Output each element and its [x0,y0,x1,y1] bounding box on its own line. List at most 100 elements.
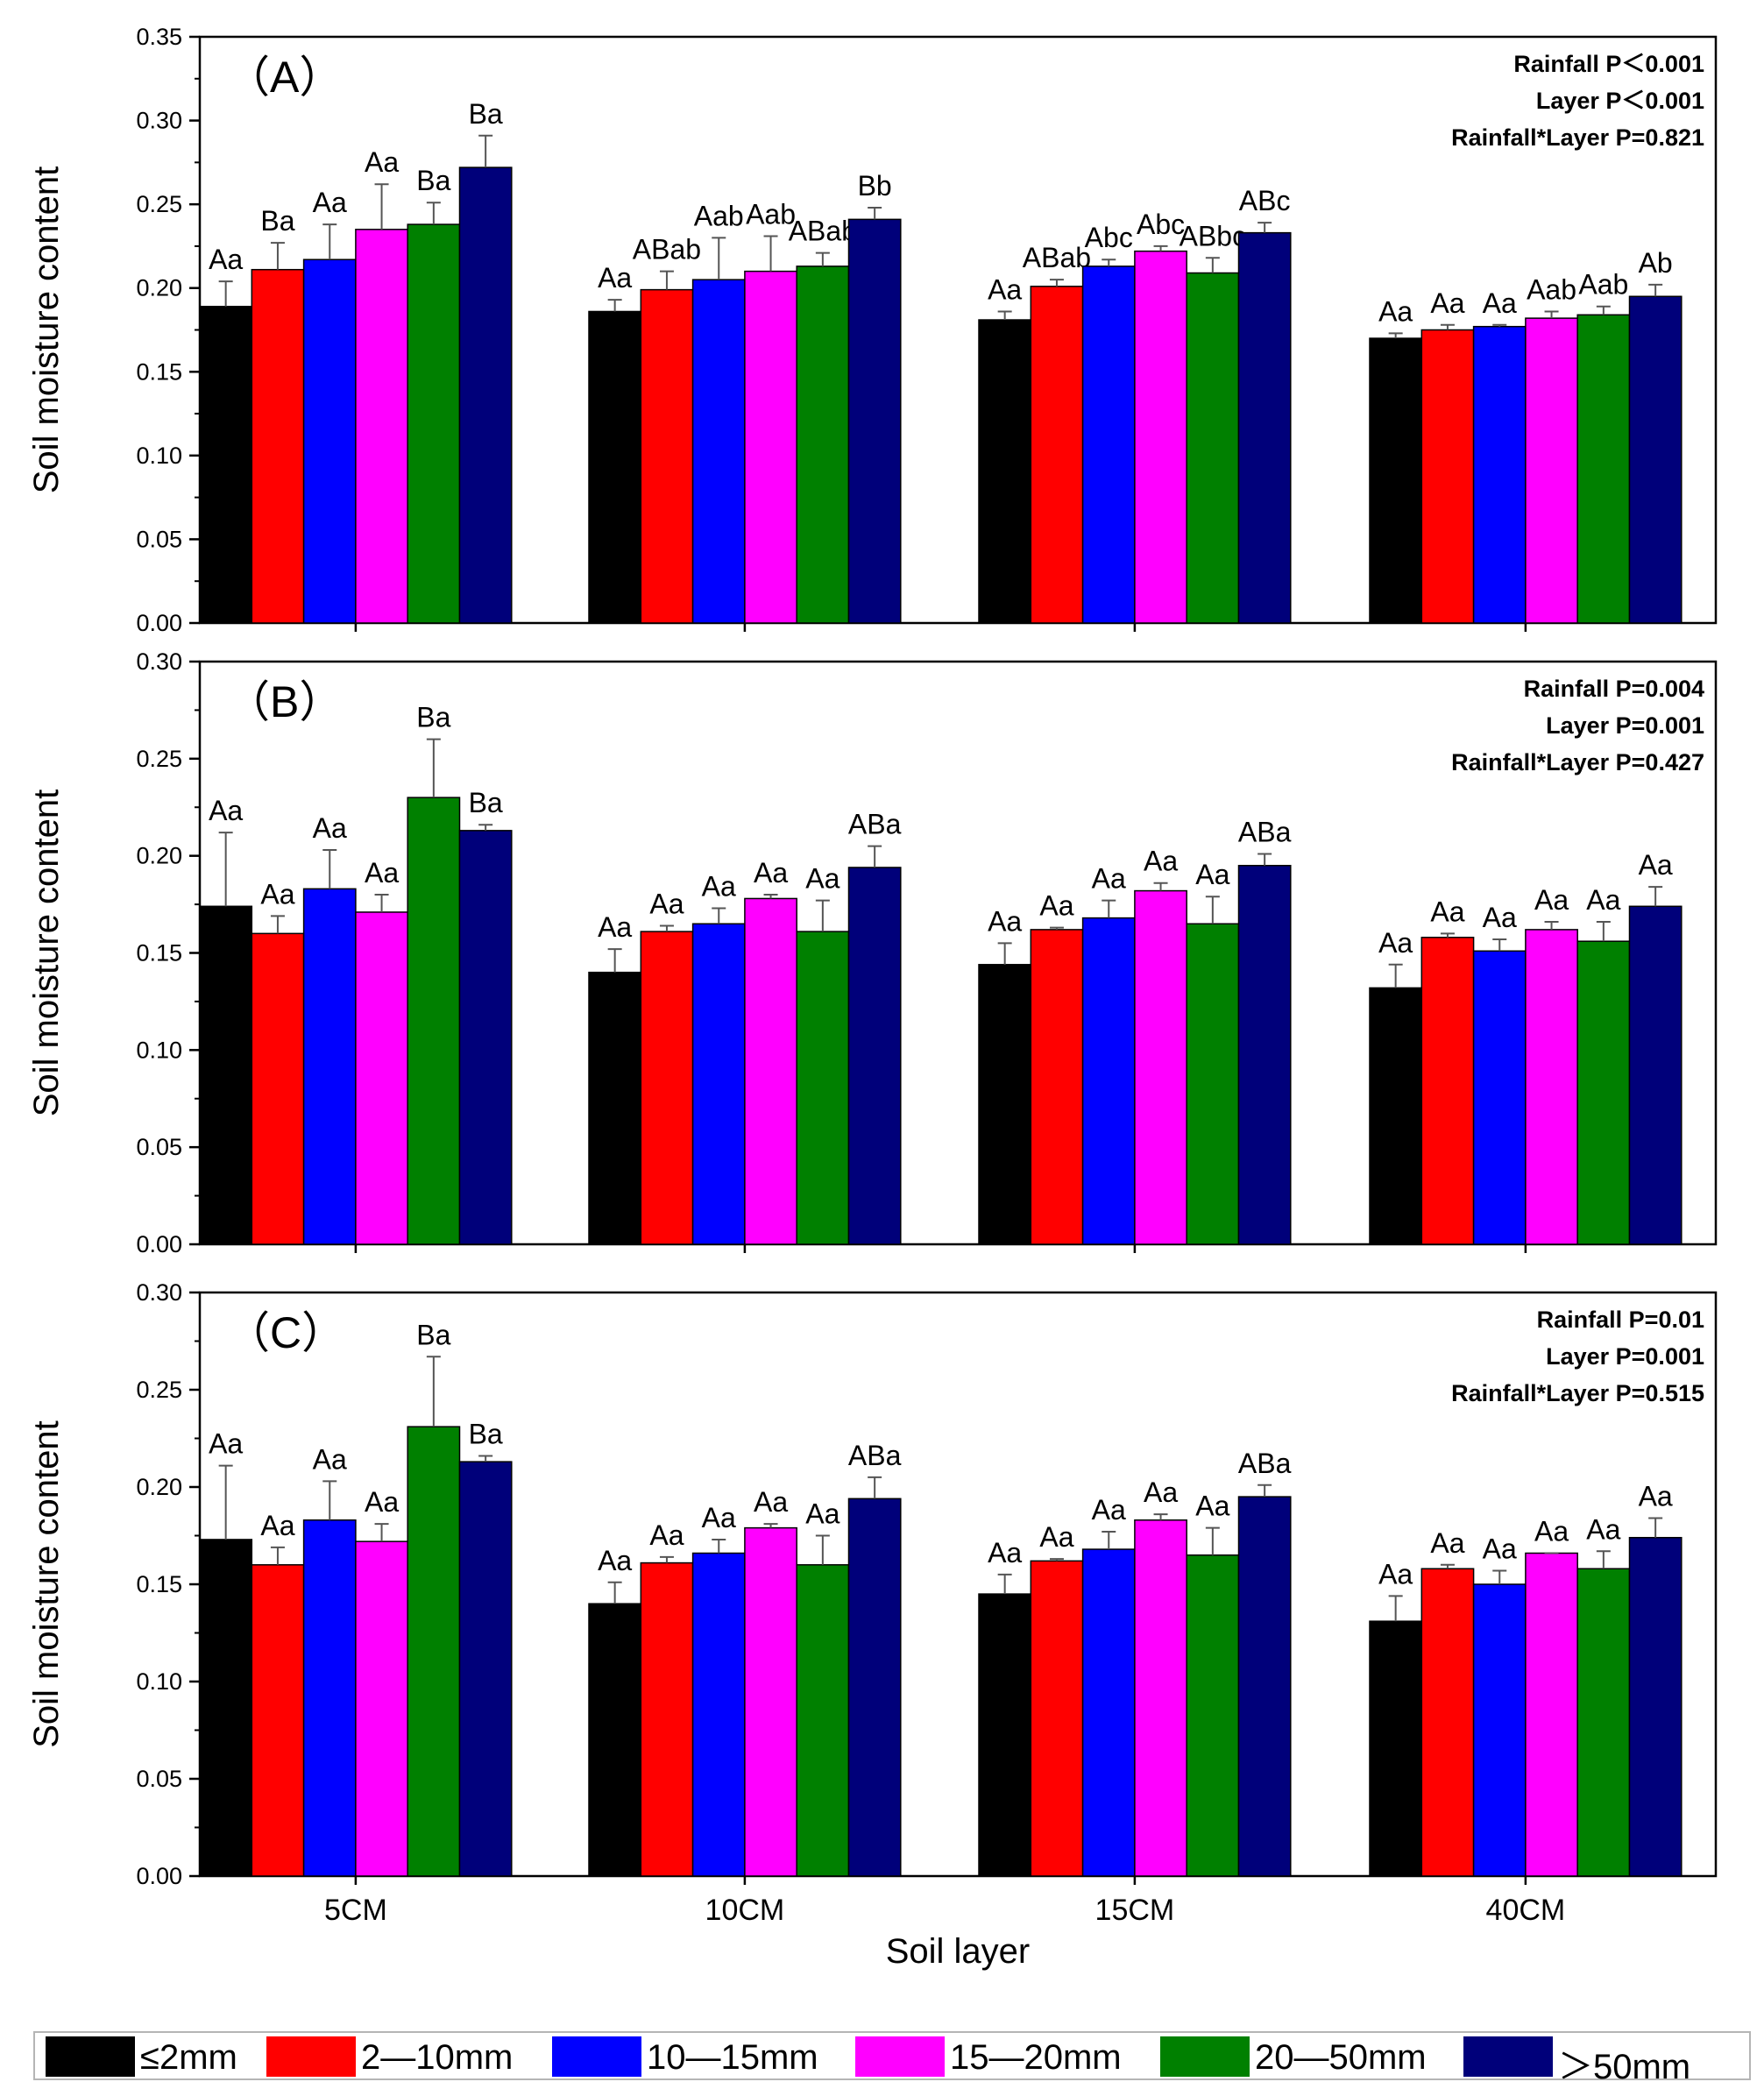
significance-label: Aa [1430,1527,1464,1559]
legend-label: ≤2mm [140,2038,237,2077]
significance-label: Ba [416,165,450,196]
y-tick-label: 0.10 [136,443,182,469]
bar [1576,940,1631,1245]
significance-label: Aa [1144,846,1178,877]
significance-label: Aa [1378,927,1413,959]
stats-annotation: Layer P=0.001 [1546,1343,1704,1370]
y-tick-label: 0.25 [136,191,182,217]
bar [251,932,305,1245]
significance-label: Aa [365,857,399,889]
stats-annotation: Rainfall*Layer P=0.515 [1451,1380,1704,1406]
significance-label: Aa [1586,1513,1620,1545]
bar [588,1603,642,1877]
bar [1030,1560,1084,1877]
significance-label: Aa [365,1486,399,1518]
significance-label: Aa [1092,863,1126,895]
bar [251,1564,305,1877]
bar [1369,1620,1423,1877]
bar [744,270,797,624]
bar [744,1526,797,1877]
significance-label: Aa [702,871,736,903]
bar [1628,905,1683,1245]
significance-label: Ba [260,205,294,237]
bar [691,1552,746,1877]
legend-swatch [46,2036,135,2077]
bar [1081,266,1136,624]
bar [1369,987,1423,1245]
legend-swatch [552,2036,641,2077]
y-tick-label: 0.10 [136,1668,182,1695]
significance-label: Aab [746,198,796,230]
stats-annotation: Layer P＜0.001 [1536,88,1704,114]
bar [847,218,902,624]
panel-label: （A） [226,53,343,102]
bar [355,1540,408,1877]
y-tick-label: 0.00 [136,610,182,636]
x-tick-label: 15CM [1095,1894,1175,1927]
significance-label: Aa [988,273,1022,305]
bar [978,319,1032,624]
y-tick-label: 0.30 [136,1279,182,1306]
bar [355,229,408,624]
significance-label: Aa [1092,1494,1126,1526]
bar [796,266,850,624]
significance-label: Aa [1430,896,1464,927]
significance-label: ABab [633,234,701,266]
x-tick-label: 40CM [1486,1894,1566,1927]
significance-label: ABbc [1180,220,1246,251]
bar [1525,317,1578,624]
y-tick-label: 0.20 [136,275,182,301]
significance-label: ABab [789,216,857,247]
significance-label: Aa [209,244,243,275]
significance-label: Aa [260,878,294,910]
bar [355,911,408,1245]
bar [302,888,357,1245]
significance-label: Aa [805,1498,839,1530]
bar [1186,1554,1240,1877]
significance-label: Aa [1639,1481,1673,1512]
significance-label: Aa [598,1545,632,1576]
significance-label: Aa [1378,295,1413,327]
significance-label: Aa [1534,884,1569,916]
stats-annotation: Rainfall P=0.004 [1524,676,1704,702]
bar [407,797,461,1245]
legend-swatch [266,2036,356,2077]
bar [796,931,850,1245]
significance-label: Aa [988,1537,1022,1569]
y-tick-label: 0.15 [136,358,182,385]
significance-label: Aa [1483,902,1517,933]
bar [978,964,1032,1245]
y-axis-label: Soil moisture content [27,1420,66,1748]
significance-label: ABa [1238,816,1292,847]
bar [1420,329,1475,624]
bar [1576,1568,1631,1877]
y-tick-label: 0.10 [136,1037,182,1063]
bar [1420,937,1475,1245]
bar [1472,950,1527,1245]
bar [588,310,642,624]
significance-label: Aa [1586,884,1620,916]
legend-label: ＞50mm [1558,2048,1691,2086]
significance-label: Aa [365,146,399,178]
bar [199,305,253,624]
y-tick-label: 0.25 [136,746,182,772]
stats-annotation: Rainfall*Layer P=0.427 [1451,749,1704,775]
legend-label: 15—20mm [950,2038,1122,2077]
bar [1628,295,1683,624]
bar [1081,1548,1136,1877]
significance-label: Aa [313,812,347,844]
bar [302,1519,357,1877]
bar [640,288,694,624]
bar [1369,337,1423,624]
significance-label: Aa [260,1510,294,1541]
bar [458,830,513,1245]
significance-label: Aa [1534,1515,1569,1547]
significance-label: Abc [1085,222,1133,253]
y-tick-label: 0.00 [136,1231,182,1257]
bar [588,971,642,1245]
stats-annotation: Layer P=0.001 [1546,712,1704,739]
bar [302,258,357,624]
significance-label: Aa [1195,859,1229,890]
bar [1030,929,1084,1245]
y-tick-label: 0.15 [136,940,182,967]
